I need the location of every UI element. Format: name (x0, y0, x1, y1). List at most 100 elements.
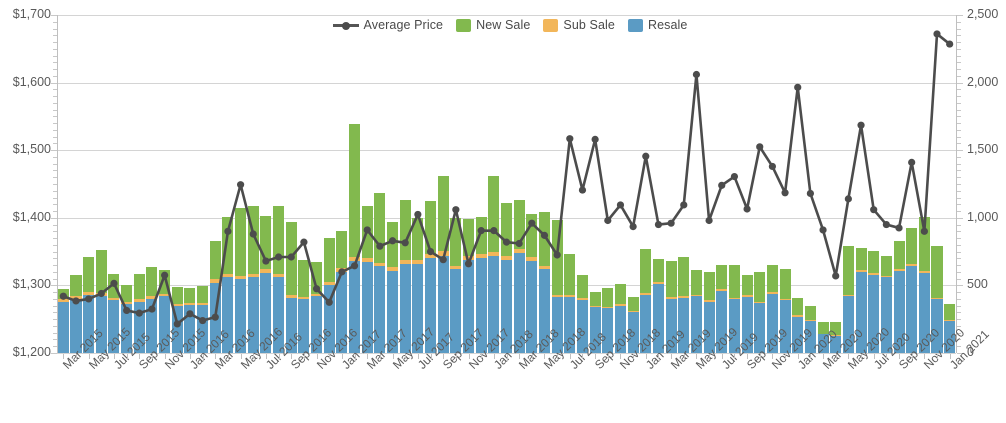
bar-column[interactable] (247, 15, 259, 353)
bar-column[interactable] (627, 15, 639, 353)
bar-column[interactable] (842, 15, 854, 353)
bar-column[interactable] (273, 15, 285, 353)
bar-column[interactable] (690, 15, 702, 353)
bar-column[interactable] (399, 15, 411, 353)
bar-column[interactable] (665, 15, 677, 353)
bar-column[interactable] (235, 15, 247, 353)
bar-column[interactable] (728, 15, 740, 353)
bar-column[interactable] (285, 15, 297, 353)
bar-column[interactable] (538, 15, 550, 353)
legend-item-average-price[interactable]: Average Price (332, 18, 444, 32)
bar-column[interactable] (526, 15, 538, 353)
legend-label-resale: Resale (647, 18, 688, 32)
bar-column[interactable] (298, 15, 310, 353)
bar-column[interactable] (640, 15, 652, 353)
bar-column[interactable] (589, 15, 601, 353)
bar-column[interactable] (184, 15, 196, 353)
bar-column[interactable] (678, 15, 690, 353)
bar-column[interactable] (70, 15, 82, 353)
y-axis-right-tick-label: 2,000 (967, 74, 999, 89)
bar-column[interactable] (57, 15, 69, 353)
bar-column[interactable] (716, 15, 728, 353)
bar-column[interactable] (146, 15, 158, 353)
axis-tickmark (53, 252, 57, 253)
bar-segment-new-sale (918, 217, 930, 272)
bar-column[interactable] (792, 15, 804, 353)
bar-segment-sub-sale (374, 262, 386, 267)
bar-column[interactable] (855, 15, 867, 353)
axis-tickmark (51, 150, 57, 151)
bar-column[interactable] (361, 15, 373, 353)
bar-column[interactable] (576, 15, 588, 353)
bar-column[interactable] (754, 15, 766, 353)
bar-column[interactable] (551, 15, 563, 353)
bar-column[interactable] (893, 15, 905, 353)
bar-column[interactable] (222, 15, 234, 353)
bar-column[interactable] (475, 15, 487, 353)
bar-column[interactable] (336, 15, 348, 353)
bar-segment-sub-sale (171, 303, 183, 306)
bar-segment-sub-sale (766, 291, 778, 294)
bar-column[interactable] (703, 15, 715, 353)
axis-tickmark (53, 56, 57, 57)
legend-item-new-sale[interactable]: New Sale (456, 18, 530, 32)
bar-column[interactable] (830, 15, 842, 353)
bar-column[interactable] (159, 15, 171, 353)
bar-column[interactable] (766, 15, 778, 353)
legend-label-sub-sale: Sub Sale (563, 18, 615, 32)
bar-column[interactable] (209, 15, 221, 353)
bar-segment-new-sale (526, 214, 538, 258)
bar-column[interactable] (171, 15, 183, 353)
bar-column[interactable] (741, 15, 753, 353)
bar-column[interactable] (602, 15, 614, 353)
bar-column[interactable] (931, 15, 943, 353)
bar-column[interactable] (944, 15, 956, 353)
bar-column[interactable] (880, 15, 892, 353)
legend-item-resale[interactable]: Resale (627, 18, 688, 32)
bar-column[interactable] (412, 15, 424, 353)
bar-column[interactable] (108, 15, 120, 353)
bar-column[interactable] (387, 15, 399, 353)
bar-segment-new-sale (273, 206, 285, 274)
bar-column[interactable] (614, 15, 626, 353)
bar-column[interactable] (500, 15, 512, 353)
axis-tickmark (957, 191, 961, 192)
bar-column[interactable] (564, 15, 576, 353)
axis-tickmark (957, 204, 961, 205)
bar-column[interactable] (121, 15, 133, 353)
bar-column[interactable] (779, 15, 791, 353)
bar-column[interactable] (652, 15, 664, 353)
bar-column[interactable] (513, 15, 525, 353)
axis-tickmark (957, 76, 961, 77)
bar-column[interactable] (374, 15, 386, 353)
x-axis-tickmark (658, 354, 659, 359)
bar-column[interactable] (918, 15, 930, 353)
bar-column[interactable] (197, 15, 209, 353)
bar-segment-sub-sale (804, 319, 816, 321)
bar-column[interactable] (437, 15, 449, 353)
bar-column[interactable] (450, 15, 462, 353)
bar-segment-resale (602, 308, 614, 353)
bar-column[interactable] (323, 15, 335, 353)
axis-tickmark (53, 62, 57, 63)
bar-segment-resale (57, 301, 69, 353)
bar-column[interactable] (425, 15, 437, 353)
bar-column[interactable] (311, 15, 323, 353)
bar-column[interactable] (83, 15, 95, 353)
bar-column[interactable] (804, 15, 816, 353)
bar-column[interactable] (95, 15, 107, 353)
bar-column[interactable] (133, 15, 145, 353)
bar-column[interactable] (463, 15, 475, 353)
axis-tickmark (53, 103, 57, 104)
bar-column[interactable] (817, 15, 829, 353)
bar-column[interactable] (349, 15, 361, 353)
bar-segment-sub-sale (602, 307, 614, 309)
axis-tickmark (957, 245, 961, 246)
bar-column[interactable] (488, 15, 500, 353)
legend-item-sub-sale[interactable]: Sub Sale (543, 18, 615, 32)
bar-column[interactable] (260, 15, 272, 353)
bar-column[interactable] (906, 15, 918, 353)
bar-segment-new-sale (906, 227, 918, 265)
bar-column[interactable] (868, 15, 880, 353)
bar-segment-new-sale (121, 284, 133, 303)
